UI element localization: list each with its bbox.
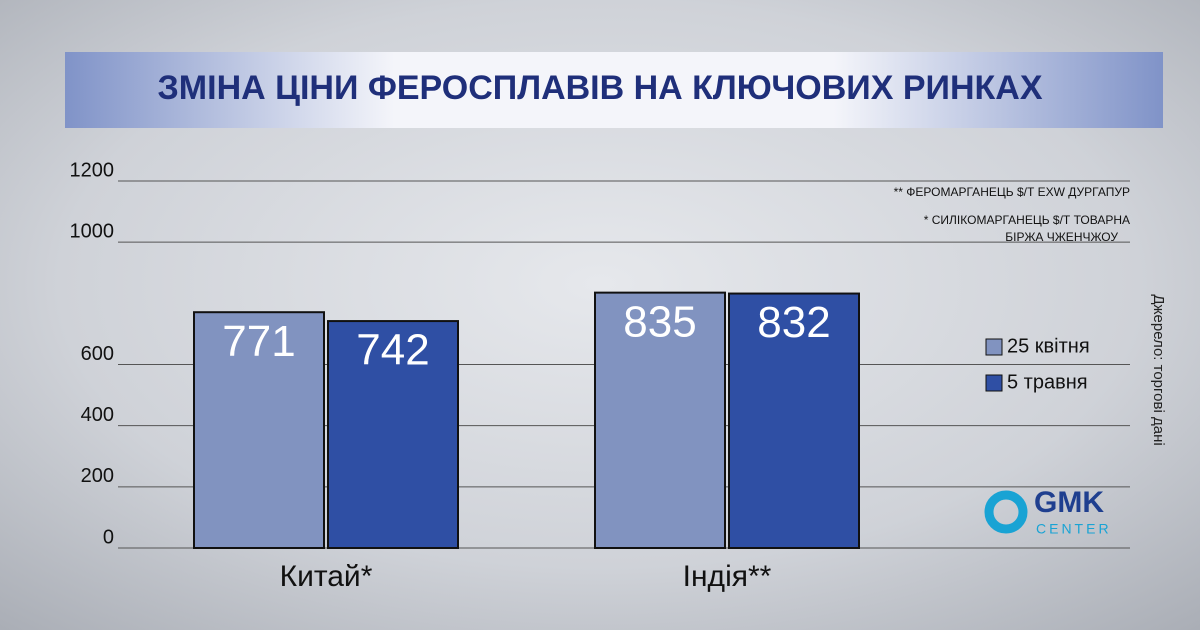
value-label: 832 bbox=[757, 298, 830, 347]
value-label: 771 bbox=[222, 317, 295, 366]
legend-label: 5 травня bbox=[1007, 371, 1088, 393]
bar bbox=[193, 311, 325, 550]
logo: GMK CENTER bbox=[984, 486, 1112, 537]
x-tick-label: Китай* bbox=[280, 560, 373, 593]
source: Джерело: торгові дані bbox=[1150, 294, 1167, 445]
logo-ring bbox=[984, 490, 1028, 534]
bar bbox=[728, 292, 860, 549]
value-label: 742 bbox=[356, 326, 429, 375]
annotation: БІРЖА ЧЖЕНЧЖОУ bbox=[1005, 230, 1118, 244]
bar bbox=[594, 291, 726, 550]
annotation: * СИЛІКОМАРГАНЕЦЬ $/Т ТОВАРНА bbox=[924, 213, 1130, 227]
y-tick-label: 400 bbox=[81, 404, 114, 426]
bar bbox=[327, 320, 459, 549]
annotation: ** ФЕРОМАРГАНЕЦЬ $/Т EXW ДУРГАПУР bbox=[894, 185, 1130, 199]
legend-swatch bbox=[985, 338, 1003, 356]
logo-text: GMK bbox=[1034, 486, 1104, 519]
chart-title: ЗМІНА ЦІНИ ФЕРОСПЛАВІВ НА КЛЮЧОВИХ РИНКА… bbox=[158, 69, 1043, 107]
y-tick-label: 1200 bbox=[70, 159, 115, 181]
y-tick-label: 200 bbox=[81, 465, 114, 487]
title-banner bbox=[65, 52, 1163, 128]
value-label: 835 bbox=[623, 297, 696, 346]
y-tick-label: 1000 bbox=[70, 220, 115, 242]
y-tick-label: 0 bbox=[103, 526, 114, 548]
x-tick-label: Індія** bbox=[683, 560, 772, 593]
y-tick-label: 600 bbox=[81, 343, 114, 365]
logo-subtext: CENTER bbox=[1036, 521, 1112, 537]
legend-label: 25 квітня bbox=[1007, 335, 1090, 357]
legend-swatch bbox=[985, 374, 1003, 392]
